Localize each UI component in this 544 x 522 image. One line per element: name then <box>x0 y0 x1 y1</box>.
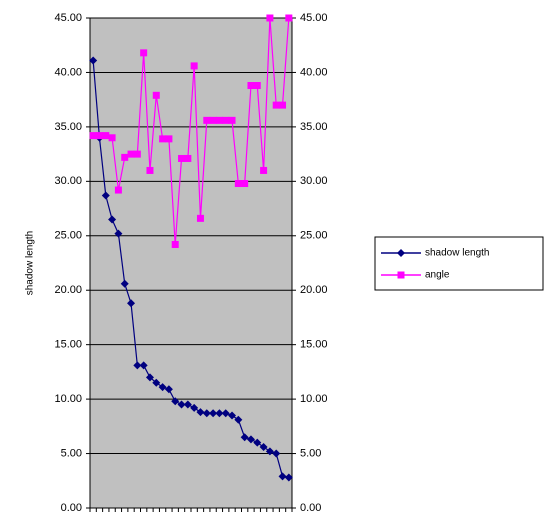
data-point <box>145 373 154 382</box>
data-point <box>272 449 281 458</box>
data-point <box>133 361 142 370</box>
data-point <box>127 150 135 158</box>
y2-tick-label: 0.00 <box>300 502 321 514</box>
data-point <box>260 166 268 174</box>
data-point <box>246 435 255 444</box>
data-point <box>190 62 198 70</box>
data-point <box>221 409 230 418</box>
data-point <box>240 433 249 442</box>
data-point <box>209 116 217 124</box>
data-point <box>152 91 160 99</box>
data-point <box>228 116 236 124</box>
data-point <box>102 132 110 140</box>
data-point <box>127 299 136 308</box>
data-point <box>196 408 205 417</box>
data-point <box>272 101 280 109</box>
data-point <box>265 447 274 456</box>
data-point <box>279 101 287 109</box>
data-point <box>108 134 116 142</box>
data-point <box>133 150 141 158</box>
y-tick-label: 45.00 <box>54 12 82 24</box>
data-point <box>190 403 199 412</box>
data-point <box>101 191 110 200</box>
y2-tick-label: 45.00 <box>300 12 328 24</box>
y-axis-label: shadow length <box>25 231 36 296</box>
y-tick-label: 5.00 <box>61 447 82 459</box>
data-point <box>253 438 262 447</box>
data-point <box>209 409 218 418</box>
data-point <box>222 116 230 124</box>
data-point <box>158 383 167 392</box>
data-point <box>241 180 249 188</box>
plot-area <box>90 18 292 508</box>
data-point <box>120 279 129 288</box>
data-point <box>285 14 293 22</box>
legend-label: shadow length <box>425 248 490 259</box>
data-point <box>164 385 173 394</box>
legend-marker <box>397 271 405 279</box>
data-point <box>140 49 148 57</box>
data-point <box>114 186 122 194</box>
y-tick-label: 0.00 <box>61 502 82 514</box>
data-point <box>171 397 180 406</box>
data-point <box>215 116 223 124</box>
data-point <box>278 472 287 481</box>
data-point <box>228 411 237 420</box>
y-tick-label: 40.00 <box>54 66 82 78</box>
y-tick-label: 20.00 <box>54 284 82 296</box>
data-point <box>114 229 123 238</box>
y2-tick-label: 5.00 <box>300 447 321 459</box>
y-tick-label: 25.00 <box>54 230 82 242</box>
data-point <box>89 132 97 140</box>
data-point <box>253 82 261 90</box>
data-point <box>121 153 129 161</box>
data-point <box>202 409 211 418</box>
data-point <box>146 166 154 174</box>
y2-tick-label: 15.00 <box>300 339 328 351</box>
data-point <box>183 400 192 409</box>
y2-tick-label: 40.00 <box>300 66 328 78</box>
data-point <box>259 443 268 452</box>
y2-tick-label: 35.00 <box>300 121 328 133</box>
data-point <box>165 135 173 143</box>
data-point <box>152 378 161 387</box>
y2-tick-label: 30.00 <box>300 175 328 187</box>
y2-tick-label: 25.00 <box>300 230 328 242</box>
data-point <box>178 154 186 162</box>
y-tick-label: 10.00 <box>54 393 82 405</box>
legend-box <box>374 236 544 291</box>
data-point <box>203 116 211 124</box>
legend-marker <box>397 249 405 257</box>
data-point <box>247 82 255 90</box>
data-point <box>171 240 179 248</box>
data-point <box>159 135 167 143</box>
data-point <box>184 154 192 162</box>
y-tick-label: 15.00 <box>54 339 82 351</box>
y-tick-label: 30.00 <box>54 175 82 187</box>
data-point <box>177 400 186 409</box>
y2-tick-label: 20.00 <box>300 284 328 296</box>
y-tick-label: 35.00 <box>54 121 82 133</box>
y2-tick-label: 10.00 <box>300 393 328 405</box>
data-point <box>196 214 204 222</box>
data-point <box>95 132 103 140</box>
data-point <box>234 180 242 188</box>
data-point <box>266 14 274 22</box>
legend-label: angle <box>425 270 450 281</box>
data-point <box>215 409 224 418</box>
data-point <box>284 473 293 482</box>
data-point <box>89 56 98 65</box>
data-point <box>108 215 117 224</box>
data-point <box>234 415 243 424</box>
data-point <box>139 361 148 370</box>
